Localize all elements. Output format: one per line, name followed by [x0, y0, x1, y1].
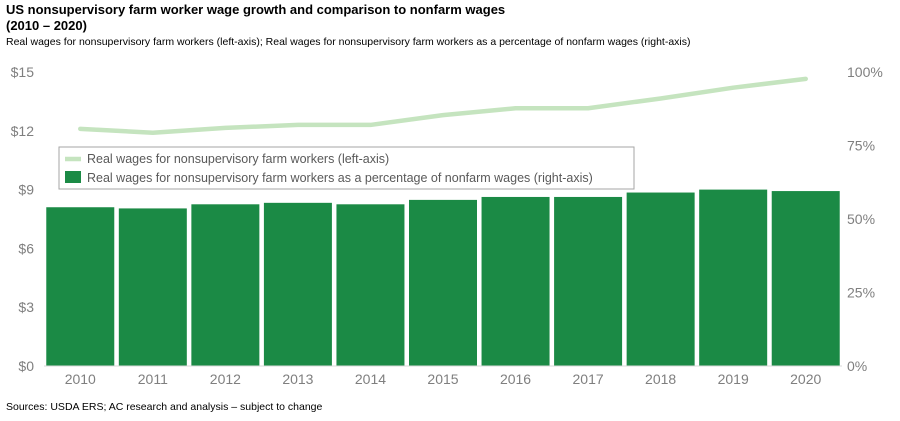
bar-2019	[699, 189, 768, 366]
legend-swatch-bar	[65, 171, 81, 183]
chart-title: US nonsupervisory farm worker wage growt…	[6, 2, 506, 17]
right-axis-tick-label: 100%	[847, 64, 883, 80]
chart-subtitle: Real wages for nonsupervisory farm worke…	[6, 36, 691, 48]
bar-2020	[771, 191, 840, 366]
source-note: Sources: USDA ERS; AC research and analy…	[6, 401, 323, 413]
x-tick-label: 2017	[573, 371, 604, 387]
x-tick-label: 2012	[210, 371, 241, 387]
left-axis-tick-label: $3	[18, 299, 34, 315]
legend-label-line: Real wages for nonsupervisory farm worke…	[87, 152, 389, 166]
right-axis-tick-label: 25%	[847, 285, 875, 301]
bar-2010	[46, 207, 115, 366]
left-axis-tick-label: $12	[11, 123, 35, 139]
left-axis-tick-label: $15	[11, 64, 35, 80]
left-axis-tick-label: $9	[18, 182, 34, 198]
right-axis-tick-label: 75%	[847, 138, 875, 154]
x-tick-label: 2014	[355, 371, 386, 387]
left-axis-tick-label: $6	[18, 240, 34, 256]
right-axis-tick-label: 0%	[847, 358, 867, 374]
x-tick-label: 2010	[65, 371, 96, 387]
legend-label-bar: Real wages for nonsupervisory farm worke…	[87, 171, 593, 185]
chart-canvas: 2010 2011 2012 2013 2014 2015 2016 2017 2018 2019…	[11, 64, 883, 387]
left-axis-tick-label: $0	[18, 358, 34, 374]
bar-2011	[118, 208, 187, 366]
x-tick-label: 2019	[718, 371, 749, 387]
x-tick-label: 2020	[790, 371, 821, 387]
bar-2012	[191, 204, 260, 366]
bar-2017	[554, 196, 623, 366]
bar-2018	[626, 192, 695, 366]
bar-2013	[263, 202, 332, 366]
bar-2015	[409, 199, 477, 366]
x-tick-label: 2016	[500, 371, 531, 387]
wage-line	[78, 76, 808, 136]
legend-box	[58, 146, 635, 190]
chart-title-period: (2010 – 2020)	[6, 18, 87, 33]
x-tick-label: 2011	[138, 371, 168, 387]
bar-2014	[336, 204, 405, 366]
x-tick-label: 2015	[427, 371, 458, 387]
bar-2016	[481, 196, 550, 366]
x-tick-label: 2018	[645, 371, 676, 387]
x-tick-label: 2013	[282, 371, 313, 387]
right-axis-tick-label: 50%	[847, 211, 875, 227]
